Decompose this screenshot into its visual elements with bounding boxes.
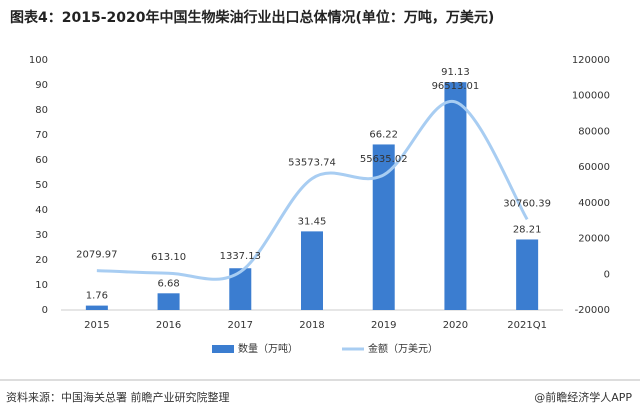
- y-tick-label: 50: [35, 180, 48, 191]
- bar: [444, 82, 467, 310]
- bar-value-label: 1.76: [86, 291, 108, 302]
- y-tick-label: 80: [35, 105, 48, 116]
- bar-value-label: 6.68: [157, 278, 179, 289]
- legend-label: 数量（万吨）: [238, 342, 298, 355]
- y-tick-label: 70: [35, 130, 48, 141]
- bar: [229, 268, 252, 310]
- x-tick-label: 2018: [299, 320, 324, 331]
- legend-swatch: [212, 345, 234, 353]
- line-value-label: 55635.02: [360, 154, 408, 165]
- y-tick-label: 90: [35, 80, 48, 91]
- bar: [301, 231, 323, 310]
- bar: [516, 239, 539, 310]
- bar-value-label: 28.21: [513, 224, 542, 235]
- y-tick-label: 10: [35, 280, 48, 291]
- line-value-label: 53573.74: [288, 158, 336, 169]
- line-value-label: 613.10: [151, 252, 186, 263]
- y2-tick-label: 20000: [578, 234, 610, 245]
- x-tick-label: 2020: [443, 320, 468, 331]
- x-tick-label: 2017: [228, 320, 253, 331]
- line-value-label: 2079.97: [76, 250, 117, 261]
- y2-tick-label: 100000: [572, 91, 610, 102]
- brand: @前瞻经济学人APP: [534, 390, 632, 404]
- bar: [85, 305, 108, 310]
- y2-tick-label: 80000: [578, 126, 610, 137]
- bar-value-label: 66.22: [369, 129, 398, 140]
- source: 资料来源：中国海关总署 前瞻产业研究院整理: [6, 390, 230, 404]
- x-tick-label: 2021Q1: [507, 320, 547, 331]
- y2-tick-label: 40000: [578, 198, 610, 209]
- y2-tick-label: 60000: [578, 162, 610, 173]
- line-value-label: 1337.13: [220, 251, 261, 262]
- x-tick-label: 2015: [84, 320, 109, 331]
- y2-tick-label: 0: [604, 269, 610, 280]
- y-tick-label: 30: [35, 230, 48, 241]
- y-tick-label: 20: [35, 255, 48, 266]
- bar-value-label: 31.45: [298, 216, 327, 227]
- x-tick-label: 2019: [371, 320, 396, 331]
- y-tick-label: 60: [35, 155, 48, 166]
- y2-tick-label: -20000: [575, 305, 610, 316]
- bar: [372, 144, 395, 310]
- line-value-label: 30760.39: [503, 198, 551, 209]
- chart-title: 图表4：2015-2020年中国生物柴油行业出口总体情况(单位：万吨，万美元): [10, 9, 494, 26]
- bar-value-label: 91.13: [441, 67, 470, 78]
- line-value-label: 96513.01: [432, 81, 480, 92]
- line: [96, 100, 529, 281]
- y-tick-label: 0: [42, 305, 48, 316]
- legend-label: 金额（万美元）: [368, 342, 438, 355]
- x-tick-label: 2016: [156, 320, 181, 331]
- y2-tick-label: 120000: [572, 55, 610, 66]
- bar: [157, 293, 180, 310]
- y-tick-label: 40: [35, 205, 48, 216]
- y-tick-label: 100: [29, 55, 48, 66]
